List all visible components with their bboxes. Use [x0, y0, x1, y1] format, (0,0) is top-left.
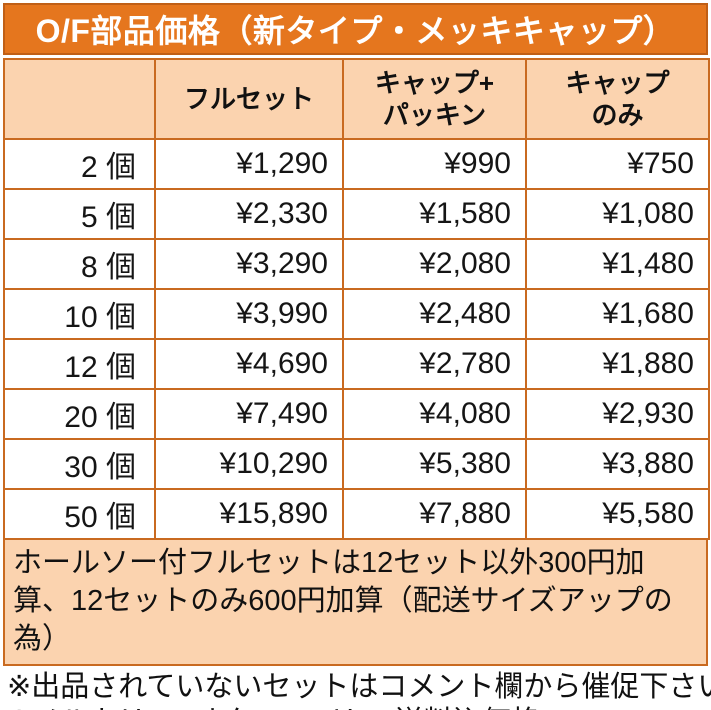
cap-only-price: ¥750 — [525, 138, 710, 190]
cap-only-price: ¥1,880 — [525, 338, 710, 390]
full-set-price: ¥3,990 — [154, 288, 344, 340]
footnotes: ※出品されていないセットはコメント欄から催促下さい ※メルカリ・Yオク・Yフリマ… — [3, 666, 711, 710]
cap-only-price: ¥5,580 — [525, 488, 710, 540]
cap-only-price: ¥1,480 — [525, 238, 710, 290]
full-set-price: ¥15,890 — [154, 488, 344, 540]
qty-cell: 50 個 — [3, 488, 156, 540]
table-row: 5 個 ¥2,330 ¥1,580 ¥1,080 — [3, 188, 710, 240]
table-row: 50 個 ¥15,890 ¥7,880 ¥5,580 — [3, 488, 710, 540]
page-title: O/F部品価格（新タイプ・メッキキャップ） — [3, 3, 708, 55]
qty-cell: 5 個 — [3, 188, 156, 240]
cap-packing-price: ¥1,580 — [342, 188, 527, 240]
cap-only-price: ¥1,080 — [525, 188, 710, 240]
qty-cell: 2 個 — [3, 138, 156, 190]
cap-packing-price: ¥2,480 — [342, 288, 527, 340]
request-note: ※出品されていないセットはコメント欄から催促下さい — [7, 671, 711, 703]
cap-only-price: ¥1,680 — [525, 288, 710, 340]
qty-cell: 8 個 — [3, 238, 156, 290]
qty-cell: 30 個 — [3, 438, 156, 490]
table-row: 30 個 ¥10,290 ¥5,380 ¥3,880 — [3, 438, 710, 490]
qty-cell: 10 個 — [3, 288, 156, 340]
cap-packing-price: ¥4,080 — [342, 388, 527, 440]
price-table: フルセット キャップ+ パッキン キャップ のみ 2 個 ¥1,290 ¥990… — [3, 58, 710, 540]
table-row: 2 個 ¥1,290 ¥990 ¥750 — [3, 138, 710, 190]
cap-packing-price: ¥2,080 — [342, 238, 527, 290]
cap-packing-price: ¥5,380 — [342, 438, 527, 490]
cap-packing-price: ¥990 — [342, 138, 527, 190]
qty-cell: 20 個 — [3, 388, 156, 440]
table-row: 8 個 ¥3,290 ¥2,080 ¥1,480 — [3, 238, 710, 290]
column-header-qty — [3, 58, 156, 140]
full-set-price: ¥10,290 — [154, 438, 344, 490]
cap-packing-price: ¥7,880 — [342, 488, 527, 540]
surcharge-note: ホールソー付フルセットは12セット以外300円加算、12セットのみ600円加算（… — [3, 540, 708, 666]
full-set-price: ¥2,330 — [154, 188, 344, 240]
column-header-full-set: フルセット — [154, 58, 344, 140]
cap-only-price: ¥2,930 — [525, 388, 710, 440]
full-set-price: ¥4,690 — [154, 338, 344, 390]
full-set-price: ¥7,490 — [154, 388, 344, 440]
cap-packing-price: ¥2,780 — [342, 338, 527, 390]
header-row: フルセット キャップ+ パッキン キャップ のみ — [3, 58, 710, 140]
table-row: 10 個 ¥3,990 ¥2,480 ¥1,680 — [3, 288, 710, 340]
full-set-price: ¥3,290 — [154, 238, 344, 290]
table-row: 12 個 ¥4,690 ¥2,780 ¥1,880 — [3, 338, 710, 390]
column-header-cap-packing: キャップ+ パッキン — [342, 58, 527, 140]
column-header-cap-only: キャップ のみ — [525, 58, 710, 140]
full-set-price: ¥1,290 — [154, 138, 344, 190]
cap-only-price: ¥3,880 — [525, 438, 710, 490]
table-row: 20 個 ¥7,490 ¥4,080 ¥2,930 — [3, 388, 710, 440]
shipping-note: ※メルカリ・Yオク・Yフリマ 送料込価格 2025/10～ — [7, 705, 706, 710]
qty-cell: 12 個 — [3, 338, 156, 390]
